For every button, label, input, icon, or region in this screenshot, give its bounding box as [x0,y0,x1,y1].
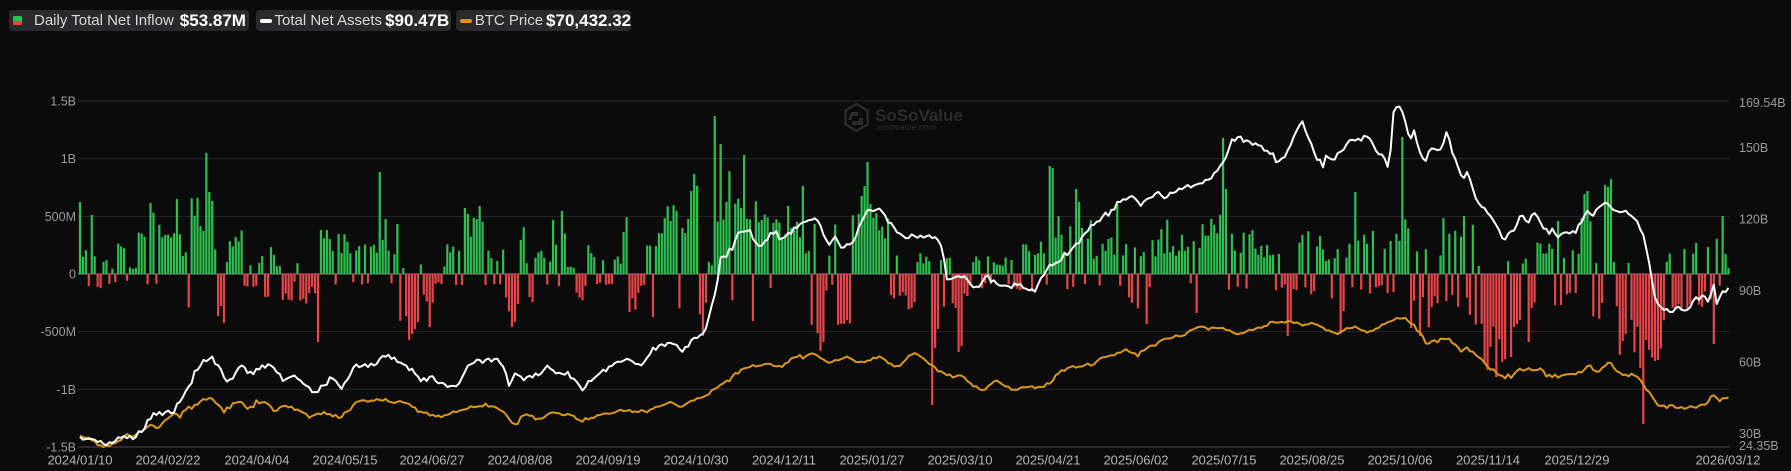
svg-text:sosovalue.com: sosovalue.com [876,122,937,132]
svg-text:2025/12/29: 2025/12/29 [1544,453,1609,468]
svg-text:2024/01/10: 2024/01/10 [47,453,112,468]
svg-text:2024/06/27: 2024/06/27 [399,453,464,468]
svg-text:24.35B: 24.35B [1739,439,1779,453]
svg-text:2024/09/19: 2024/09/19 [575,453,640,468]
svg-text:2025/03/10: 2025/03/10 [927,453,992,468]
svg-text:2024/05/15: 2024/05/15 [312,453,377,468]
svg-text:500M: 500M [45,210,76,224]
svg-text:60B: 60B [1739,356,1761,370]
svg-text:2024/08/08: 2024/08/08 [487,453,552,468]
svg-text:0: 0 [69,268,76,282]
svg-text:2025/07/15: 2025/07/15 [1191,453,1256,468]
svg-text:30B: 30B [1739,427,1761,441]
svg-text:-1B: -1B [57,383,76,397]
svg-text:169.54B: 169.54B [1739,96,1786,110]
svg-text:2025/10/06: 2025/10/06 [1367,453,1432,468]
svg-text:1.5B: 1.5B [50,95,76,109]
svg-text:2025/08/25: 2025/08/25 [1279,453,1344,468]
svg-text:2025/06/02: 2025/06/02 [1103,453,1168,468]
svg-text:90B: 90B [1739,284,1761,298]
svg-text:2024/04/04: 2024/04/04 [224,453,289,468]
svg-text:-500M: -500M [41,325,76,339]
svg-text:SoSoValue: SoSoValue [875,106,963,125]
svg-text:2025/01/27: 2025/01/27 [839,453,904,468]
svg-text:-1.5B: -1.5B [46,441,76,455]
svg-text:1B: 1B [61,152,76,166]
svg-text:2024/10/30: 2024/10/30 [663,453,728,468]
svg-text:2025/04/21: 2025/04/21 [1015,453,1080,468]
svg-text:120B: 120B [1739,213,1768,227]
svg-text:2025/11/14: 2025/11/14 [1456,453,1520,468]
svg-text:2026/03/12: 2026/03/12 [1695,453,1760,468]
svg-text:2024/02/22: 2024/02/22 [135,453,200,468]
svg-text:2024/12/11: 2024/12/11 [752,453,816,468]
svg-text:150B: 150B [1739,141,1768,155]
